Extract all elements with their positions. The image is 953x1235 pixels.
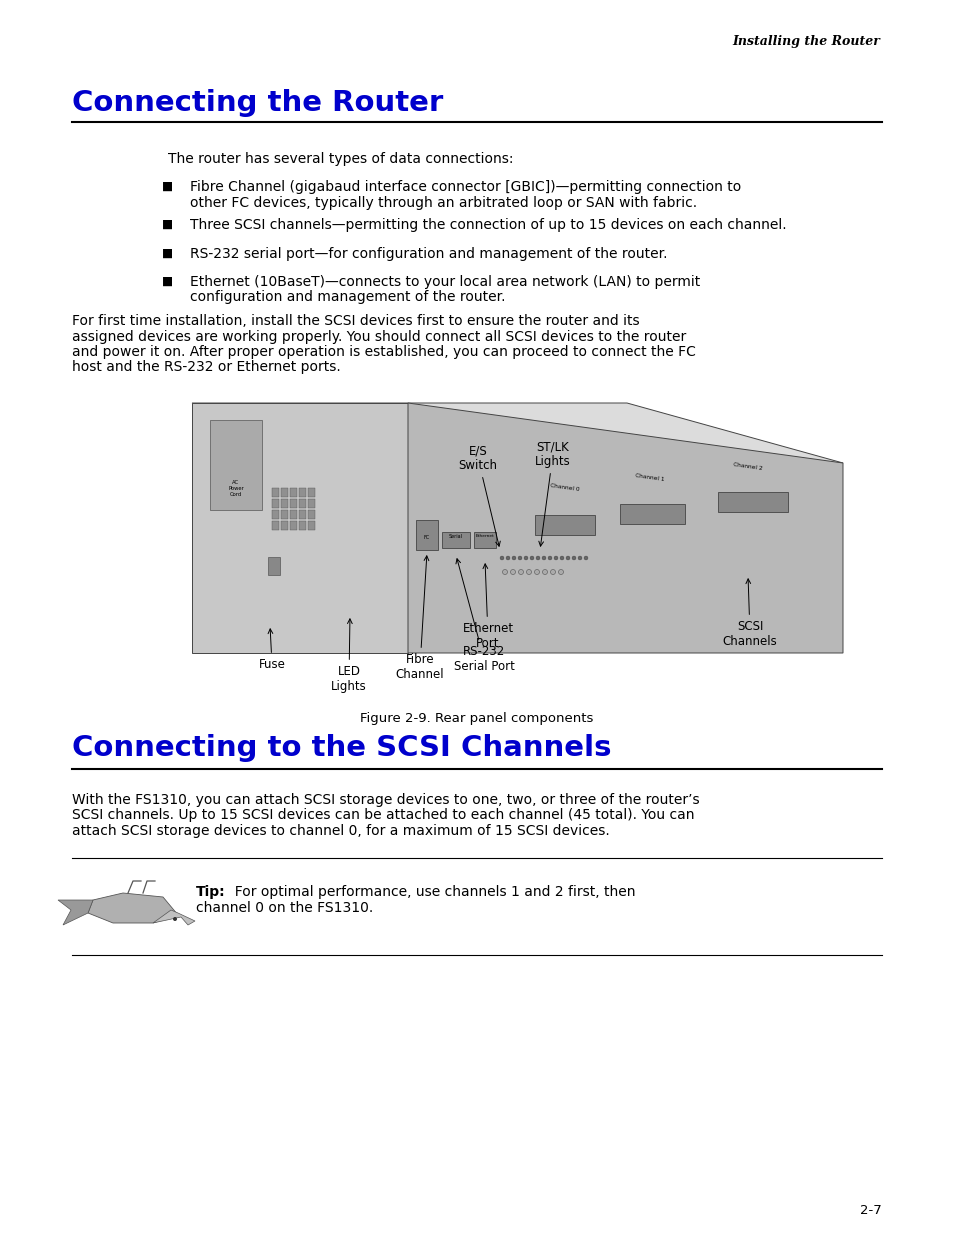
- Bar: [298, 499, 306, 508]
- Circle shape: [530, 556, 534, 559]
- Polygon shape: [152, 910, 194, 925]
- Text: Channel 2: Channel 2: [732, 462, 762, 471]
- Text: SCSI channels. Up to 15 SCSI devices can be attached to each channel (45 total).: SCSI channels. Up to 15 SCSI devices can…: [71, 809, 694, 823]
- Text: other FC devices, typically through an arbitrated loop or SAN with fabric.: other FC devices, typically through an a…: [190, 195, 697, 210]
- Bar: [308, 488, 314, 496]
- Circle shape: [542, 569, 547, 574]
- Text: Figure 2-9. Rear panel components: Figure 2-9. Rear panel components: [360, 713, 593, 725]
- Text: SCSI
Channels: SCSI Channels: [721, 579, 777, 648]
- Circle shape: [512, 556, 516, 559]
- Text: ■: ■: [162, 275, 172, 288]
- Text: RS-232 serial port—for configuration and management of the router.: RS-232 serial port—for configuration and…: [190, 247, 667, 261]
- Text: The router has several types of data connections:: The router has several types of data con…: [168, 152, 513, 165]
- Text: attach SCSI storage devices to channel 0, for a maximum of 15 SCSI devices.: attach SCSI storage devices to channel 0…: [71, 824, 609, 839]
- Text: Tip:: Tip:: [195, 885, 226, 899]
- Circle shape: [558, 569, 563, 574]
- Bar: [290, 510, 296, 519]
- Bar: [416, 520, 437, 550]
- Text: ST/LK
Lights: ST/LK Lights: [535, 440, 570, 546]
- Text: Connecting to the SCSI Channels: Connecting to the SCSI Channels: [71, 734, 611, 762]
- Circle shape: [565, 556, 569, 559]
- Text: Ethernet: Ethernet: [475, 534, 494, 538]
- Text: LED
Lights: LED Lights: [331, 619, 367, 693]
- Bar: [290, 488, 296, 496]
- Circle shape: [510, 569, 515, 574]
- Text: host and the RS-232 or Ethernet ports.: host and the RS-232 or Ethernet ports.: [71, 361, 340, 374]
- Text: ■: ■: [162, 219, 172, 231]
- Text: With the FS1310, you can attach SCSI storage devices to one, two, or three of th: With the FS1310, you can attach SCSI sto…: [71, 793, 699, 806]
- Text: Three SCSI channels—permitting the connection of up to 15 devices on each channe: Three SCSI channels—permitting the conne…: [190, 219, 786, 232]
- Circle shape: [572, 556, 576, 559]
- Text: 2-7: 2-7: [860, 1203, 882, 1216]
- Circle shape: [518, 569, 523, 574]
- Circle shape: [172, 918, 177, 921]
- Bar: [718, 492, 787, 513]
- Text: Fuse: Fuse: [258, 629, 285, 671]
- Bar: [535, 515, 595, 535]
- Text: and power it on. After proper operation is established, you can proceed to conne: and power it on. After proper operation …: [71, 345, 695, 359]
- Circle shape: [547, 556, 552, 559]
- Text: Ethernet (10BaseT)—connects to your local area network (LAN) to permit: Ethernet (10BaseT)—connects to your loca…: [190, 275, 700, 289]
- Circle shape: [583, 556, 587, 559]
- Circle shape: [559, 556, 563, 559]
- Text: Fibre Channel (gigabaud interface connector [GBIC])—permitting connection to: Fibre Channel (gigabaud interface connec…: [190, 180, 740, 194]
- Bar: [281, 499, 288, 508]
- Text: channel 0 on the FS1310.: channel 0 on the FS1310.: [195, 900, 373, 914]
- Text: RS-232
Serial Port: RS-232 Serial Port: [453, 558, 514, 673]
- Text: Fibre
Channel: Fibre Channel: [395, 556, 444, 680]
- Circle shape: [505, 556, 510, 559]
- Text: configuration and management of the router.: configuration and management of the rout…: [190, 290, 505, 305]
- Polygon shape: [88, 893, 178, 923]
- Text: For optimal performance, use channels 1 and 2 first, then: For optimal performance, use channels 1 …: [226, 885, 635, 899]
- Circle shape: [499, 556, 503, 559]
- Polygon shape: [58, 900, 92, 925]
- Bar: [298, 488, 306, 496]
- Bar: [290, 521, 296, 530]
- Circle shape: [534, 569, 539, 574]
- Text: Serial: Serial: [449, 534, 462, 538]
- Bar: [308, 510, 314, 519]
- Bar: [298, 521, 306, 530]
- Bar: [272, 521, 278, 530]
- Bar: [308, 521, 314, 530]
- Circle shape: [536, 556, 539, 559]
- Circle shape: [526, 569, 531, 574]
- Text: assigned devices are working properly. You should connect all SCSI devices to th: assigned devices are working properly. Y…: [71, 330, 685, 343]
- Text: Ethernet
Port: Ethernet Port: [462, 564, 513, 650]
- Circle shape: [550, 569, 555, 574]
- Bar: [268, 557, 280, 576]
- Bar: [281, 488, 288, 496]
- Circle shape: [578, 556, 581, 559]
- Circle shape: [554, 556, 558, 559]
- Text: Installing the Router: Installing the Router: [731, 36, 879, 48]
- Circle shape: [523, 556, 527, 559]
- Polygon shape: [408, 403, 842, 653]
- Text: Channel 1: Channel 1: [635, 473, 664, 482]
- Bar: [272, 510, 278, 519]
- Text: Connecting the Router: Connecting the Router: [71, 89, 443, 117]
- Polygon shape: [192, 403, 842, 463]
- Bar: [272, 499, 278, 508]
- Bar: [619, 504, 684, 524]
- Text: AC
Power
Cord: AC Power Cord: [228, 480, 244, 496]
- Circle shape: [502, 569, 507, 574]
- Text: E/S
Switch: E/S Switch: [458, 445, 499, 546]
- Text: FC: FC: [423, 535, 430, 540]
- Bar: [210, 420, 262, 510]
- Text: For first time installation, install the SCSI devices first to ensure the router: For first time installation, install the…: [71, 314, 639, 329]
- Text: ■: ■: [162, 247, 172, 261]
- Circle shape: [517, 556, 521, 559]
- Text: ■: ■: [162, 180, 172, 193]
- Bar: [272, 488, 278, 496]
- Bar: [308, 499, 314, 508]
- Bar: [474, 532, 496, 548]
- Bar: [281, 521, 288, 530]
- Polygon shape: [192, 403, 408, 653]
- Text: Channel 0: Channel 0: [550, 483, 579, 492]
- Bar: [441, 532, 470, 548]
- Circle shape: [541, 556, 545, 559]
- Bar: [298, 510, 306, 519]
- Bar: [281, 510, 288, 519]
- Bar: [290, 499, 296, 508]
